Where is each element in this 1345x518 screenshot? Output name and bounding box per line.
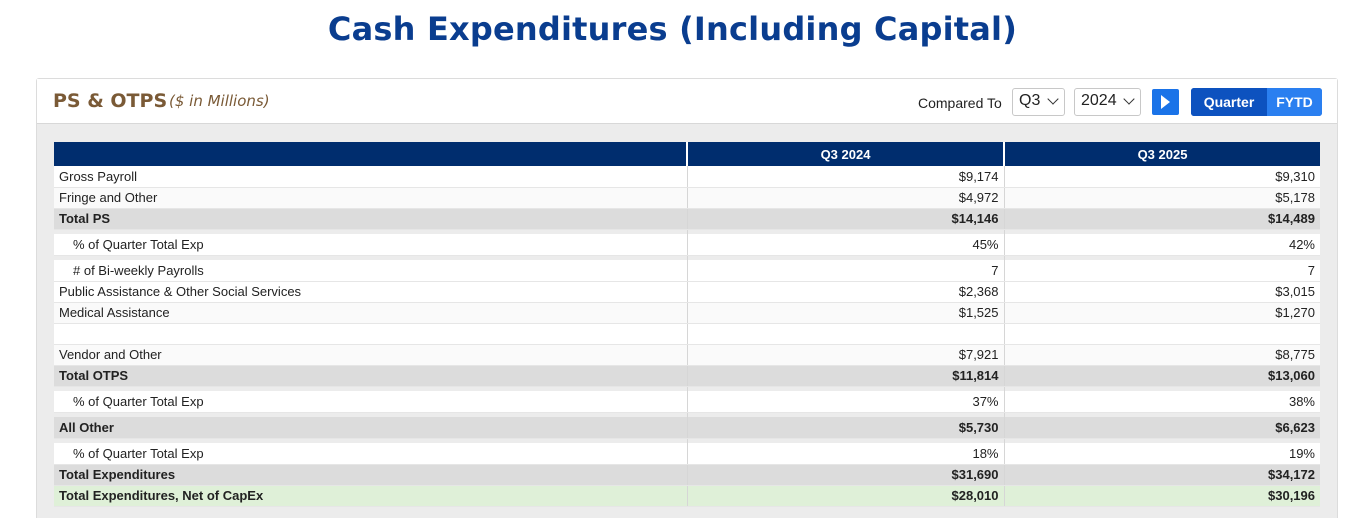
row-spacer: [54, 386, 1320, 391]
table-row-total: Total PS $14,146 $14,489: [54, 208, 1320, 230]
compared-to-label: Compared To: [918, 95, 1002, 111]
row-spacer: [54, 412, 1320, 417]
apply-button[interactable]: [1152, 89, 1179, 115]
row-value-q3-2024: $9,174: [686, 166, 1004, 188]
row-value-q3-2024: $1,525: [686, 302, 1004, 324]
expenditures-table: Q3 2024 Q3 2025 Gross Payroll $9,174 $9,…: [54, 142, 1320, 507]
row-label: % of Quarter Total Exp: [54, 443, 687, 465]
table-row-total: Total OTPS $11,814 $13,060: [54, 365, 1320, 387]
row-value-q3-2025: 38%: [1003, 391, 1320, 413]
period-toggle: Quarter FYTD: [1191, 88, 1322, 116]
table-row: Medical Assistance $1,525 $1,270: [54, 302, 1320, 324]
row-label: Fringe and Other: [54, 187, 687, 209]
row-value-q3-2024: $5,730: [686, 417, 1004, 439]
column-header-q3-2024: Q3 2024: [686, 142, 1004, 166]
row-label: Public Assistance & Other Social Service…: [54, 281, 687, 303]
row-label: % of Quarter Total Exp: [54, 391, 687, 413]
table-row-total: Total Expenditures $31,690 $34,172: [54, 464, 1320, 486]
play-icon: [1161, 95, 1170, 109]
year-select-value: 2024: [1081, 92, 1117, 109]
row-value-q3-2025: $30,196: [1003, 485, 1320, 507]
row-value-q3-2024: $11,814: [686, 365, 1004, 387]
row-label: Medical Assistance: [54, 302, 687, 324]
row-value-q3-2024: $7,921: [686, 344, 1004, 366]
chevron-down-icon: [1123, 93, 1135, 105]
column-header-label: [54, 142, 687, 166]
row-value-q3-2025: $3,015: [1003, 281, 1320, 303]
row-value-q3-2025: $1,270: [1003, 302, 1320, 324]
row-label: Total PS: [54, 208, 687, 230]
table-row: Public Assistance & Other Social Service…: [54, 281, 1320, 303]
row-value-q3-2024: $4,972: [686, 187, 1004, 209]
page-title: Cash Expenditures (Including Capital): [327, 10, 1018, 48]
table-row-net-total: Total Expenditures, Net of CapEx $28,010…: [54, 485, 1320, 507]
row-value-q3-2025: $9,310: [1003, 166, 1320, 188]
row-spacer: [54, 229, 1320, 234]
table-row-indented: # of Bi-weekly Payrolls 7 7: [54, 260, 1320, 282]
card-header: PS & OTPS ($ in Millions) Compared To Q3…: [37, 79, 1337, 124]
table-row-total: All Other $5,730 $6,623: [54, 417, 1320, 439]
table-row: Gross Payroll $9,174 $9,310: [54, 166, 1320, 188]
row-value-q3-2025: $34,172: [1003, 464, 1320, 486]
row-value-q3-2024: $14,146: [686, 208, 1004, 230]
row-value-q3-2025: 42%: [1003, 234, 1320, 256]
row-value-q3-2025: $5,178: [1003, 187, 1320, 209]
row-value-q3-2024: $2,368: [686, 281, 1004, 303]
row-value-q3-2024: 18%: [686, 443, 1004, 465]
row-value-q3-2025: 7: [1003, 260, 1320, 282]
quarter-select-value: Q3: [1019, 92, 1041, 109]
row-label: Total OTPS: [54, 365, 687, 387]
year-select[interactable]: 2024: [1074, 88, 1141, 116]
row-label: Vendor and Other: [54, 344, 687, 366]
chevron-down-icon: [1047, 93, 1059, 105]
row-value-q3-2024: $31,690: [686, 464, 1004, 486]
column-header-q3-2025: Q3 2025: [1003, 142, 1320, 166]
row-value-q3-2025: $14,489: [1003, 208, 1320, 230]
table-header-row: Q3 2024 Q3 2025: [54, 142, 1320, 166]
card-title: PS & OTPS: [53, 90, 168, 112]
expenditures-table-wrap: Q3 2024 Q3 2025 Gross Payroll $9,174 $9,…: [54, 142, 1320, 507]
row-label: Gross Payroll: [54, 166, 687, 188]
row-value-q3-2024: 7: [686, 260, 1004, 282]
row-value-q3-2025: 19%: [1003, 443, 1320, 465]
row-value-q3-2024: 45%: [686, 234, 1004, 256]
row-label: # of Bi-weekly Payrolls: [54, 260, 687, 282]
table-row-blank: [54, 323, 1320, 345]
fytd-toggle-button[interactable]: FYTD: [1267, 88, 1322, 116]
table-row: Fringe and Other $4,972 $5,178: [54, 187, 1320, 209]
row-spacer: [54, 255, 1320, 260]
table-row: Vendor and Other $7,921 $8,775: [54, 344, 1320, 366]
row-spacer: [54, 438, 1320, 443]
row-label: Total Expenditures, Net of CapEx: [54, 485, 687, 507]
row-value-q3-2024: $28,010: [686, 485, 1004, 507]
quarter-select[interactable]: Q3: [1012, 88, 1065, 116]
row-label: Total Expenditures: [54, 464, 687, 486]
row-value-q3-2024: 37%: [686, 391, 1004, 413]
row-label: % of Quarter Total Exp: [54, 234, 687, 256]
table-row-indented: % of Quarter Total Exp 45% 42%: [54, 234, 1320, 256]
row-value-q3-2025: $6,623: [1003, 417, 1320, 439]
ps-otps-card: PS & OTPS ($ in Millions) Compared To Q3…: [36, 78, 1338, 518]
card-subtitle: ($ in Millions): [169, 92, 270, 110]
table-row-indented: % of Quarter Total Exp 18% 19%: [54, 443, 1320, 465]
row-value-q3-2025: $13,060: [1003, 365, 1320, 387]
row-label: All Other: [54, 417, 687, 439]
table-row-indented: % of Quarter Total Exp 37% 38%: [54, 391, 1320, 413]
row-value-q3-2025: $8,775: [1003, 344, 1320, 366]
quarter-toggle-button[interactable]: Quarter: [1191, 88, 1267, 116]
